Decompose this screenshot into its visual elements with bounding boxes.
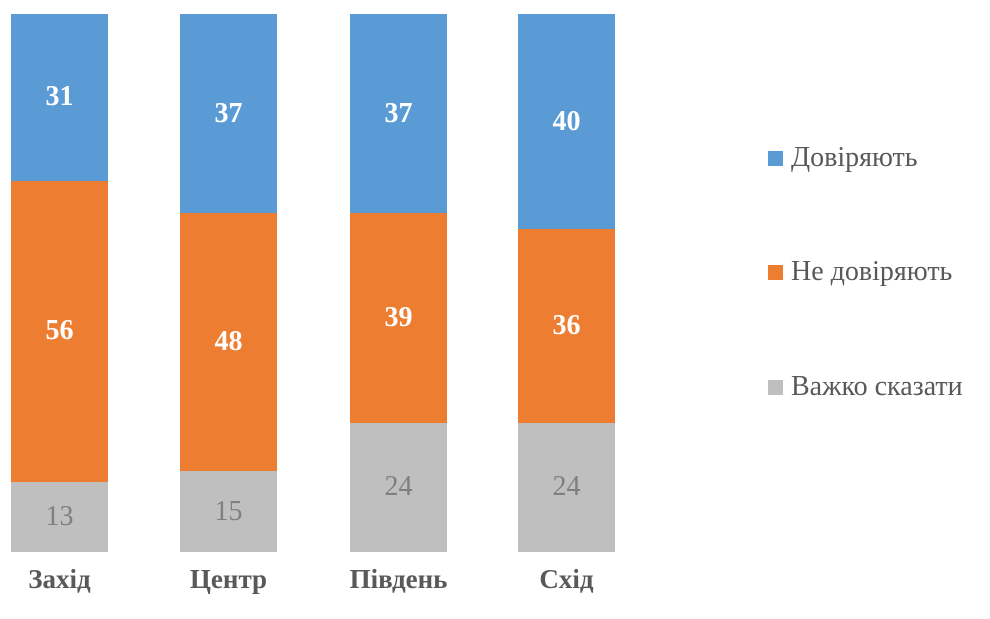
legend-item-trust: Довіряють xyxy=(768,140,918,176)
data-label: 15 xyxy=(214,495,243,527)
bar-pivden: 37 39 24 xyxy=(350,14,447,552)
segment-hard-to-say: 13 xyxy=(11,482,108,552)
legend-item-hard-to-say: Важко сказати xyxy=(768,369,963,405)
data-label: 36 xyxy=(552,310,581,342)
legend-label: Важко сказати xyxy=(791,371,963,402)
category-label-skhid: Схід xyxy=(539,564,594,594)
data-label: 48 xyxy=(214,326,243,358)
category-label-zakhid: Захід xyxy=(28,564,91,594)
segment-hard-to-say: 24 xyxy=(350,422,447,552)
segment-hard-to-say: 15 xyxy=(180,471,277,552)
data-label: 40 xyxy=(552,105,581,137)
segment-trust: 40 xyxy=(518,14,615,230)
segment-no-trust: 48 xyxy=(180,213,277,472)
segment-no-trust: 39 xyxy=(350,213,447,423)
segment-trust: 37 xyxy=(180,14,277,214)
data-label: 13 xyxy=(45,501,74,533)
segment-trust: 37 xyxy=(350,14,447,214)
category-axis: Захід Центр Південь Схід xyxy=(0,564,660,604)
legend-swatch-icon xyxy=(768,264,783,280)
data-label: 24 xyxy=(384,471,413,503)
plot-area: 31 56 13 37 48 15 xyxy=(0,14,660,604)
data-label: 31 xyxy=(45,81,74,113)
bar-tsentr: 37 48 15 xyxy=(180,14,277,552)
segment-trust: 31 xyxy=(11,14,108,181)
bar-skhid: 40 36 24 xyxy=(518,14,615,552)
legend-label: Довіряють xyxy=(791,142,918,173)
data-label: 56 xyxy=(45,315,74,347)
data-label: 24 xyxy=(552,471,581,503)
category-label-pivden: Південь xyxy=(349,564,448,594)
bars-container: 31 56 13 37 48 15 xyxy=(11,14,615,552)
data-label: 39 xyxy=(384,301,413,333)
segment-hard-to-say: 24 xyxy=(518,422,615,552)
segment-no-trust: 36 xyxy=(518,229,615,423)
data-label: 37 xyxy=(214,97,243,129)
category-label-tsentr: Центр xyxy=(189,564,268,594)
legend-label: Не довіряють xyxy=(791,256,953,287)
legend-item-no-trust: Не довіряють xyxy=(768,254,952,290)
segment-no-trust: 56 xyxy=(11,180,108,483)
legend: Довіряють Не довіряють Важко сказати xyxy=(768,0,990,619)
data-label: 37 xyxy=(384,97,413,129)
bar-zakhid: 31 56 13 xyxy=(11,14,108,552)
legend-swatch-icon xyxy=(768,379,783,395)
legend-swatch-icon xyxy=(768,150,783,166)
